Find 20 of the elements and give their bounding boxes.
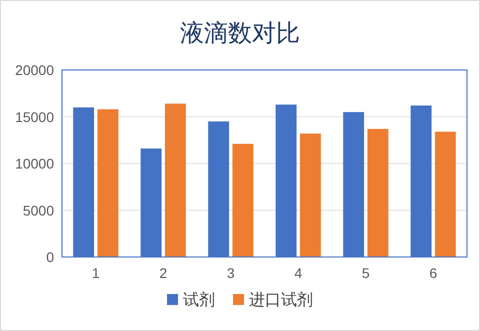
- y-tick-label: 10000: [15, 156, 54, 172]
- y-tick-label: 20000: [15, 62, 54, 78]
- x-tick-label: 4: [294, 265, 302, 281]
- bar: [367, 128, 388, 257]
- bar: [434, 132, 456, 257]
- x-tick-label: 2: [159, 265, 168, 281]
- x-tick-label: 6: [429, 265, 438, 281]
- legend-label: 进口试剂: [249, 291, 313, 309]
- x-tick-label: 1: [92, 265, 100, 281]
- x-tick-label: 5: [362, 265, 370, 281]
- bar: [164, 104, 186, 257]
- y-tick-label: 15000: [15, 108, 54, 125]
- bar: [300, 134, 321, 257]
- x-tick-label: 3: [226, 265, 235, 281]
- y-tick-label: 5000: [22, 202, 54, 218]
- y-tick-label: 0: [46, 249, 54, 265]
- bar: [97, 109, 118, 257]
- legend-label: 试剂: [183, 291, 215, 309]
- chart-title: 液滴数对比: [180, 20, 300, 47]
- bar: [232, 144, 254, 257]
